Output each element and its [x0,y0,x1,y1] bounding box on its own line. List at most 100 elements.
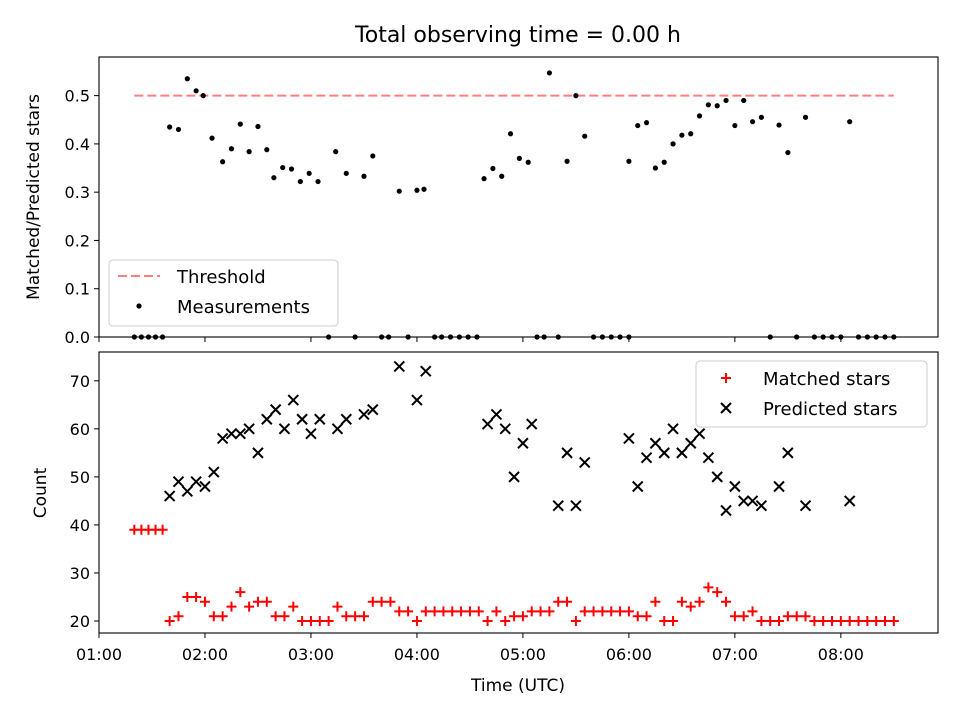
top-y-tick-label: 0.4 [65,135,90,154]
matched-star-point [862,615,873,626]
top-plot-frame [98,56,939,338]
x-tick-label: 01:00 [76,645,122,664]
predicted-star-point [570,500,582,512]
matched-star-point [738,611,749,622]
matched-star-point [712,587,723,598]
predicted-star-point [517,437,529,449]
predicted-star-point [693,427,706,440]
predicted-star-point [755,500,768,512]
predicted-star-point [305,427,317,440]
matched-star-point [394,606,405,617]
measurement-point [255,123,261,130]
predicted-star-point [676,447,688,459]
x-tick-label: 03:00 [288,645,334,664]
predicted-star-point [420,365,432,377]
measurement-point [661,159,667,165]
matched-star-point [791,611,802,622]
matched-star-point [208,611,219,622]
top-y-tick-label: 0.5 [65,87,90,106]
matched-star-point [482,615,493,626]
predicted-star-point [685,437,697,449]
predicted-star-point [358,408,370,421]
matched-star-point [438,606,449,617]
top-legend-box [108,259,339,327]
matched-star-point [853,615,864,626]
matched-star-point [420,606,431,617]
predicted-star-point [296,413,308,425]
predicted-star-point [199,480,211,493]
matched-star-point [367,596,378,607]
matched-star-point [517,611,528,622]
top-legend: Threshold Measurements [108,259,339,327]
predicted-star-point [278,423,291,435]
x-tick-label: 04:00 [394,645,440,664]
matched-star-point [756,615,767,626]
matched-star-point [544,606,555,617]
matched-star-point [844,615,855,626]
bottom-y-axis-label: Count [31,467,51,518]
matched-star-point [261,596,272,607]
matched-star-point [314,615,325,626]
measurement-point [288,166,295,172]
matched-star-point [809,615,820,626]
measurement-point [525,159,531,165]
matched-star-point [747,606,758,617]
predicted-star-point [163,490,176,502]
measurement-point [785,149,791,156]
predicted-star-point [216,432,229,445]
predicted-star-point [526,418,538,430]
measurement-point [306,170,312,176]
measurement-point [696,113,703,119]
matched-star-point [509,611,520,622]
matched-star-point [385,596,396,607]
x-tick-label: 02:00 [182,645,228,664]
matched-star-point [880,615,891,626]
matched-star-point [473,606,484,617]
top-y-tick-label: 0.1 [65,280,90,299]
measurement-point [237,121,243,127]
matched-star-point [659,615,670,626]
matched-star-point [157,524,168,535]
matched-star-point [650,596,661,607]
predicted-star-point [640,451,653,464]
measurement-point [714,103,720,109]
top-y-tick-label: 0.2 [65,231,90,250]
legend-predicted-label: Predicted stars [763,399,897,420]
predicted-star-point [252,447,264,459]
measurement-point [370,153,376,159]
matched-star-point [703,582,714,593]
predicted-star-point [746,495,759,507]
predicted-star-point [737,495,750,507]
measurement-point [490,165,496,172]
measurement-point [220,159,226,165]
matched-star-point [332,601,343,612]
matched-star-point [323,615,334,626]
matched-star-point [173,611,184,622]
measurement-point [705,102,711,108]
matched-star-point [570,615,581,626]
matched-star-point [827,615,838,626]
predicted-star-point [702,451,715,464]
measurement-point [228,146,235,152]
predicted-star-point [729,480,741,493]
matched-star-point [729,611,740,622]
legend-matched-label: Matched stars [763,369,890,390]
matched-star-point [288,601,299,612]
matched-star-point [782,611,793,622]
measurement-point [361,173,367,179]
matched-star-point [623,606,634,617]
x-tick-label: 05:00 [500,645,546,664]
measurement-point [209,135,215,141]
matched-star-point [721,596,732,607]
bottom-legend-box [695,360,928,428]
x-tick-label: 07:00 [712,645,758,664]
predicted-star-point [773,480,785,493]
matched-star-point [888,615,899,626]
bottom-y-tick-label: 50 [70,468,90,487]
top-y-tick-label: 0.0 [65,328,90,347]
predicted-star-point [261,413,273,425]
matched-star-point [835,615,846,626]
matched-star-point [217,611,228,622]
predicted-star-point [667,423,679,435]
predicted-star-point [552,500,564,512]
